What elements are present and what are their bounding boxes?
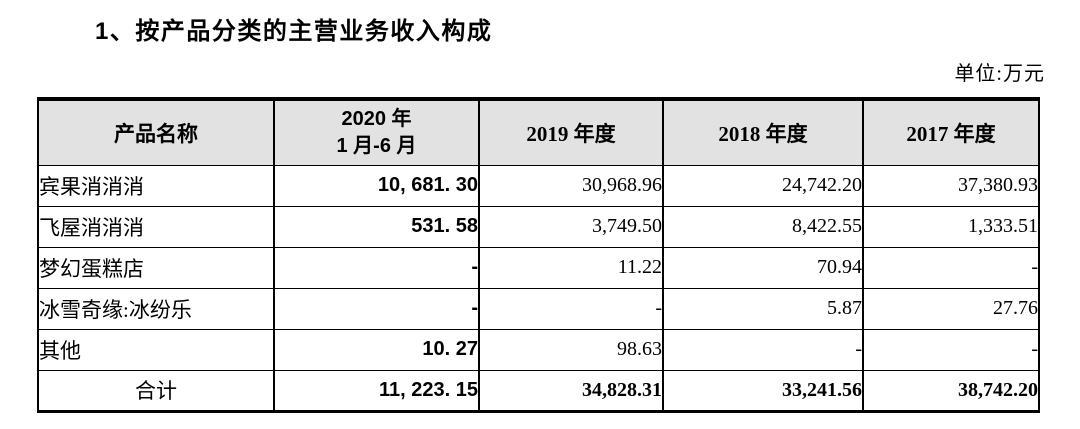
value-2019-cell: 3,749.50 (478, 205, 664, 248)
total-label-cell: 合计 (37, 369, 275, 412)
value-2020-cell: 10. 27 (273, 328, 480, 371)
table-row-qita: 其他 10. 27 98.63 - - (37, 328, 1040, 371)
col-header-product-name: 产品名称 (37, 98, 275, 166)
page-title: 1、按产品分类的主营业务收入构成 (95, 18, 493, 45)
value-2017-cell: 37,380.93 (862, 164, 1040, 207)
table-row-feiwu: 飞屋消消消 531. 58 3,749.50 8,422.55 1,333.51 (37, 205, 1040, 248)
value-2018-cell: 24,742.20 (662, 164, 864, 207)
value-2018-cell: 8,422.55 (662, 205, 864, 248)
value-2020-cell: - (273, 246, 480, 289)
table-row-total: 合计 11, 223. 15 34,828.31 33,241.56 38,74… (37, 369, 1040, 412)
value-2018-cell: 5.87 (662, 287, 864, 330)
total-2018-cell: 33,241.56 (662, 369, 864, 412)
product-name-cell: 飞屋消消消 (37, 205, 275, 248)
product-name-cell: 其他 (37, 328, 275, 371)
total-2017-cell: 38,742.20 (862, 369, 1040, 412)
table-row-menghuan: 梦幻蛋糕店 - 11.22 70.94 - (37, 246, 1040, 289)
value-2017-cell: 1,333.51 (862, 205, 1040, 248)
value-2020-cell: - (273, 287, 480, 330)
col-header-2020-line2: 1 月-6 月 (336, 134, 417, 157)
value-2017-cell: - (862, 246, 1040, 289)
total-2019-cell: 34,828.31 (478, 369, 664, 412)
unit-label: 单位:万元 (954, 63, 1045, 85)
value-2017-cell: 27.76 (862, 287, 1040, 330)
value-2017-cell: - (862, 328, 1040, 371)
value-2020-cell: 10, 681. 30 (273, 164, 480, 207)
col-header-2020-h1: 2020 年 1 月-6 月 (273, 98, 480, 166)
revenue-by-product-table: 产品名称 2020 年 1 月-6 月 2019 年度 2018 年度 2017… (37, 97, 1040, 413)
table-row-bingguo: 宾果消消消 10, 681. 30 30,968.96 24,742.20 37… (37, 164, 1040, 207)
total-2020-cell: 11, 223. 15 (273, 369, 480, 412)
product-name-cell: 梦幻蛋糕店 (37, 246, 275, 289)
col-header-2019: 2019 年度 (478, 98, 664, 166)
value-2019-cell: - (478, 287, 664, 330)
col-header-2020-line1: 2020 年 (341, 107, 412, 130)
value-2019-cell: 98.63 (478, 328, 664, 371)
product-name-cell: 宾果消消消 (37, 164, 275, 207)
value-2020-cell: 531. 58 (273, 205, 480, 248)
value-2019-cell: 30,968.96 (478, 164, 664, 207)
table-row-bingxue: 冰雪奇缘:冰纷乐 - - 5.87 27.76 (37, 287, 1040, 330)
table-header-row: 产品名称 2020 年 1 月-6 月 2019 年度 2018 年度 2017… (37, 98, 1040, 166)
value-2019-cell: 11.22 (478, 246, 664, 289)
product-name-cell: 冰雪奇缘:冰纷乐 (37, 287, 275, 330)
value-2018-cell: - (662, 328, 864, 371)
col-header-2017: 2017 年度 (862, 98, 1040, 166)
col-header-2018: 2018 年度 (662, 98, 864, 166)
value-2018-cell: 70.94 (662, 246, 864, 289)
